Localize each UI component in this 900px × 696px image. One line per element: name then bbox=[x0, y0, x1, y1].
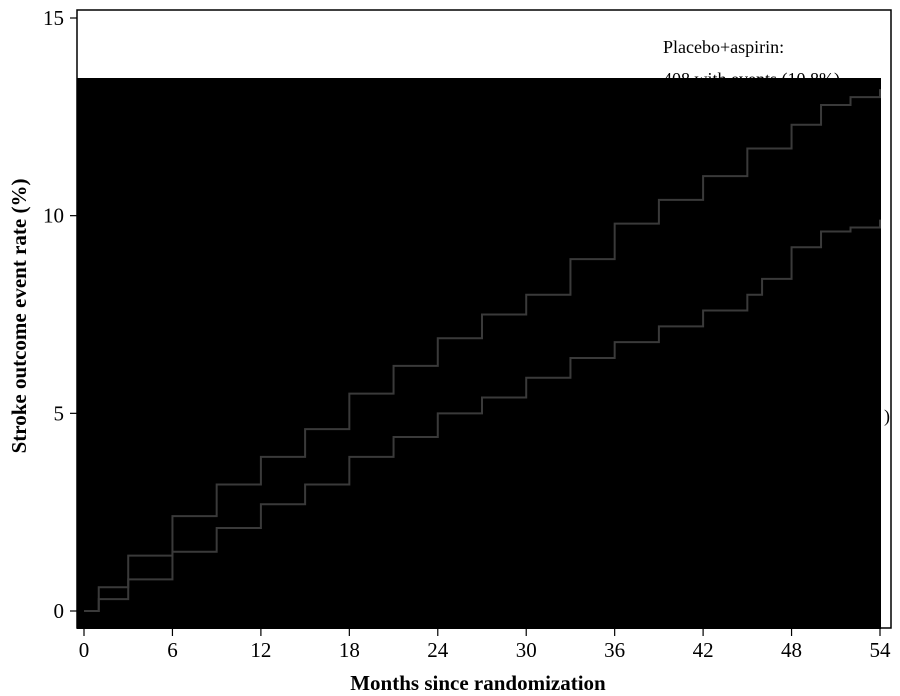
x-tick-label: 0 bbox=[79, 638, 90, 662]
y-tick-label: 10 bbox=[43, 204, 64, 228]
series-line-1 bbox=[84, 89, 881, 612]
x-tick-label: 48 bbox=[781, 638, 802, 662]
y-tick-label: 0 bbox=[54, 599, 65, 623]
annotation-placebo-line1: Placebo+aspirin: bbox=[663, 37, 784, 57]
annotation-partial: ) bbox=[884, 406, 890, 427]
y-axis-title: Stroke outcome event rate (%) bbox=[7, 179, 31, 454]
y-tick-label: 5 bbox=[54, 401, 65, 425]
x-tick-label: 30 bbox=[516, 638, 537, 662]
x-tick-label: 18 bbox=[339, 638, 360, 662]
x-tick-label: 6 bbox=[167, 638, 178, 662]
x-tick-label: 54 bbox=[870, 638, 892, 662]
series-line-2 bbox=[84, 219, 881, 612]
x-axis-title: Months since randomization bbox=[350, 671, 606, 695]
x-tick-label: 24 bbox=[427, 638, 449, 662]
y-tick-label: 15 bbox=[43, 6, 64, 30]
plot-panel bbox=[77, 78, 881, 629]
x-tick-label: 36 bbox=[604, 638, 625, 662]
x-tick-label: 12 bbox=[250, 638, 271, 662]
series-layer bbox=[84, 89, 881, 612]
tick-layer: 0 6 12 18 24 30 36 42 48 54 0 5 10 15 bbox=[43, 6, 891, 662]
x-tick-label: 42 bbox=[693, 638, 714, 662]
